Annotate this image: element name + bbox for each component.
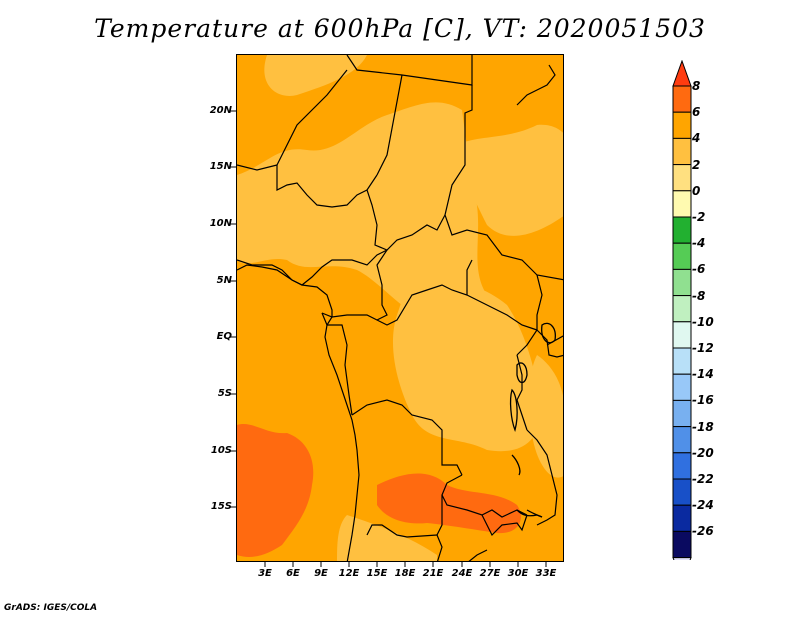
colorbar-label: -14: [692, 367, 714, 382]
lat-label: 5S: [217, 388, 232, 399]
colorbar-top-triangle: [672, 60, 692, 87]
lat-label: 10N: [209, 218, 232, 229]
colorbar-box: [672, 137, 692, 166]
colorbar-label: -22: [692, 472, 714, 486]
colorbar-box: [672, 504, 692, 532]
colorbar-box: [672, 216, 692, 244]
colorbar-box: [672, 530, 692, 559]
colorbar-label: -20: [692, 445, 714, 460]
colorbar-box: [672, 347, 692, 375]
lat-label: 15S: [210, 501, 232, 512]
lon-label: 24E: [451, 568, 473, 579]
lon-label: 30E: [507, 568, 529, 579]
colorbar-box: [672, 321, 692, 349]
colorbar-box: [672, 295, 692, 323]
lat-label: 15N: [209, 161, 232, 172]
lon-ticks: [264, 562, 547, 567]
lon-label: 3E: [258, 568, 272, 579]
colorbar-box: [672, 85, 692, 113]
temperature-band-0-to-2: [392, 280, 542, 452]
colorbar-label: -2: [692, 210, 706, 224]
colorbar-label: -8: [692, 288, 706, 303]
colorbar-box: [672, 268, 692, 297]
lat-label: 10S: [210, 445, 232, 456]
lat-label: 20N: [209, 105, 232, 116]
lat-label: 5N: [216, 275, 232, 286]
colorbar-box: [672, 190, 692, 218]
coastline: [237, 264, 360, 561]
colorbar: [672, 60, 692, 560]
temperature-band-0-to-2: [457, 124, 563, 236]
colorbar-label: -26: [692, 524, 714, 539]
colorbar-label: -24: [692, 498, 714, 513]
colorbar-box: [672, 426, 692, 454]
lon-label: 12E: [338, 568, 360, 579]
temperature-band-0-to-2: [337, 515, 437, 561]
lon-label: 33E: [535, 568, 557, 579]
lon-label: 9E: [314, 568, 328, 579]
temperature-band-4-to-6: [377, 473, 521, 534]
colorbar-box: [672, 111, 692, 139]
lon-label: 18E: [394, 568, 416, 579]
colorbar-label: 4: [692, 131, 701, 146]
lat-ticks: [230, 110, 236, 508]
colorbar-label: -12: [692, 341, 714, 355]
colorbar-label: -6: [692, 262, 706, 277]
colorbar-label: 8: [692, 79, 701, 93]
credit-text: GrADS: IGES/COLA: [4, 603, 98, 613]
colorbar-bottom-triangle: [672, 557, 692, 560]
colorbar-box: [672, 399, 692, 428]
temperature-band-0-to-2: [264, 55, 367, 96]
colorbar-box: [672, 242, 692, 270]
lon-label: 27E: [479, 568, 501, 579]
chart-title: Temperature at 600hPa [C], VT: 202005150…: [94, 14, 706, 43]
temperature-band-0-to-2: [529, 355, 563, 478]
colorbar-label: 0: [692, 183, 701, 198]
temperature-band-0-to-2: [237, 102, 487, 315]
temperature-band-4-to-6: [237, 423, 314, 557]
colorbar-box: [672, 478, 692, 506]
colorbar-label: 6: [692, 105, 701, 120]
colorbar-label: 2: [692, 157, 701, 172]
colorbar-label: -10: [692, 314, 714, 329]
colorbar-box: [672, 164, 692, 192]
colorbar-label: -16: [692, 393, 714, 408]
colorbar-box: [672, 373, 692, 401]
colorbar-label: -4: [692, 236, 706, 251]
lon-label: 6E: [286, 568, 300, 579]
lon-label: 21E: [422, 568, 444, 579]
lon-label: 15E: [366, 568, 388, 579]
colorbar-box: [672, 452, 692, 480]
map-plot-area: [236, 54, 564, 562]
temperature-map: [237, 55, 563, 561]
red-sea-coast: [516, 64, 556, 106]
lakes: [509, 322, 556, 518]
colorbar-label: -18: [692, 419, 714, 434]
lat-label: EQ: [216, 331, 232, 342]
